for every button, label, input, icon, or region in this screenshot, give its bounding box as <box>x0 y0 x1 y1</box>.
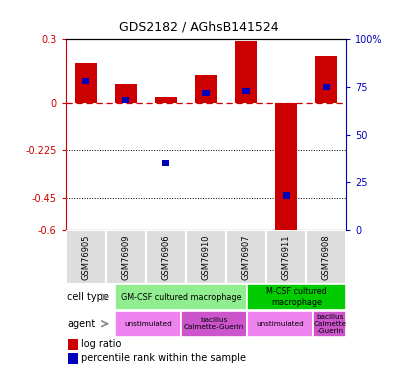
Bar <box>115 84 137 103</box>
Bar <box>106 230 146 284</box>
Text: GSM76907: GSM76907 <box>242 234 251 280</box>
Text: GSM76906: GSM76906 <box>161 234 170 280</box>
Text: percentile rank within the sample: percentile rank within the sample <box>81 353 246 363</box>
Bar <box>68 353 78 364</box>
Text: unstimulated: unstimulated <box>124 321 172 327</box>
Text: log ratio: log ratio <box>81 339 121 350</box>
Bar <box>155 96 177 103</box>
Text: GSM76908: GSM76908 <box>322 234 331 280</box>
Bar <box>68 339 78 350</box>
Text: GSM76911: GSM76911 <box>282 234 291 279</box>
Bar <box>315 56 337 103</box>
Bar <box>181 311 247 336</box>
Text: bacillus
Calmette
-Guerin: bacillus Calmette -Guerin <box>313 314 346 334</box>
Text: bacillus
Calmette-Guerin: bacillus Calmette-Guerin <box>184 317 244 330</box>
Bar <box>313 311 346 336</box>
Bar <box>122 97 129 104</box>
Bar <box>235 42 257 103</box>
Text: agent: agent <box>67 319 96 329</box>
Bar <box>247 311 313 336</box>
Bar <box>186 230 226 284</box>
Bar <box>275 103 297 232</box>
Bar <box>115 284 247 310</box>
Bar <box>247 284 346 310</box>
Bar <box>82 78 89 84</box>
Text: GDS2182 / AGhsB141524: GDS2182 / AGhsB141524 <box>119 21 279 34</box>
Text: GSM76909: GSM76909 <box>121 234 130 279</box>
Bar <box>266 230 306 284</box>
Text: GSM76910: GSM76910 <box>201 234 211 279</box>
Bar <box>242 88 250 94</box>
Bar <box>202 90 210 96</box>
Bar <box>283 192 290 199</box>
Text: cell type: cell type <box>67 292 109 302</box>
Text: GSM76905: GSM76905 <box>81 234 90 279</box>
Bar <box>306 230 346 284</box>
Bar <box>323 84 330 90</box>
Bar <box>146 230 186 284</box>
Bar <box>162 160 170 166</box>
Text: GM-CSF cultured macrophage: GM-CSF cultured macrophage <box>121 292 242 302</box>
Bar <box>66 230 106 284</box>
Text: unstimulated: unstimulated <box>256 321 304 327</box>
Text: M-CSF cultured
macrophage: M-CSF cultured macrophage <box>266 287 327 307</box>
Bar <box>115 311 181 336</box>
Bar <box>75 63 97 103</box>
Bar <box>195 75 217 103</box>
Bar <box>226 230 266 284</box>
